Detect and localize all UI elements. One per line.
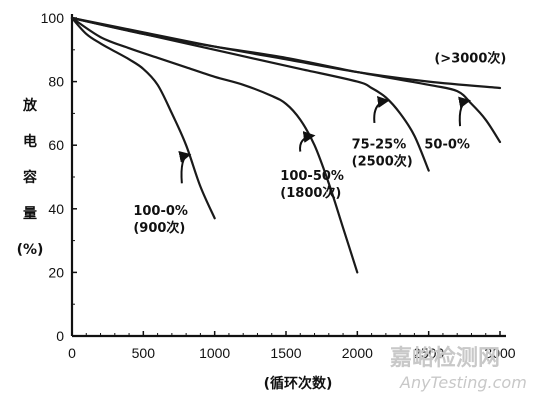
y-axis-title-char: 电 [23,133,37,150]
annotations: 100-0%(900次) 100-50%(1800次) 75-25%(2500次) 5… [133,51,506,237]
watermark-en: AnyTesting.com [399,373,527,392]
series-line-s1 [70,16,216,220]
annotation-label: 100-50% [280,169,344,184]
x-tick-label: 1000 [199,345,230,361]
x-axis-title: (循环次数) [264,375,333,392]
series-line-s4 [70,16,502,144]
y-axis-title-char: 放 [22,97,38,114]
annotation-label: (900次) [133,220,185,236]
series-line-s5 [70,16,502,90]
x-tick-label: 1500 [270,345,301,361]
x-tick-label: 500 [132,345,156,361]
annotation-label: 100-0% [133,204,188,219]
annotation-label: (1800次) [280,185,341,201]
y-tick-label: 20 [48,264,64,280]
y-tick-label: 100 [41,10,65,26]
axes [70,14,506,338]
annotation-label: (2500次) [352,153,413,169]
y-axis-title-char: (%) [17,242,44,258]
y-axis-title-char: 量 [23,206,37,222]
annotation-label: (>3000次) [434,51,506,67]
watermark: 嘉峪检测网 AnyTesting.com [390,345,527,392]
y-axis-title-char: 容 [22,169,37,186]
annotation-label: 50-0% [424,137,470,152]
annotation-arrow [178,150,192,184]
x-tick-label: 0 [68,345,76,361]
y-tick-label: 40 [48,201,64,217]
series-line-s2 [70,16,359,274]
annotation-label: 75-25% [352,137,407,152]
y-tick-label: 80 [48,74,64,90]
x-tick-label: 2500 [413,345,444,361]
watermark-cn: 嘉峪检测网 [390,345,500,371]
annotation-arrow [458,96,471,127]
y-tick-label: 60 [48,137,64,153]
annotation-arrow [373,96,390,124]
x-tick-label: 2000 [342,345,373,361]
ticks: 0 500 1000 1500 2000 2500 3000 0 20 40 60 80 100 [41,10,516,361]
annotation-arrow [299,131,316,152]
x-tick-label: 3000 [484,345,515,361]
y-tick-label: 0 [56,328,64,344]
